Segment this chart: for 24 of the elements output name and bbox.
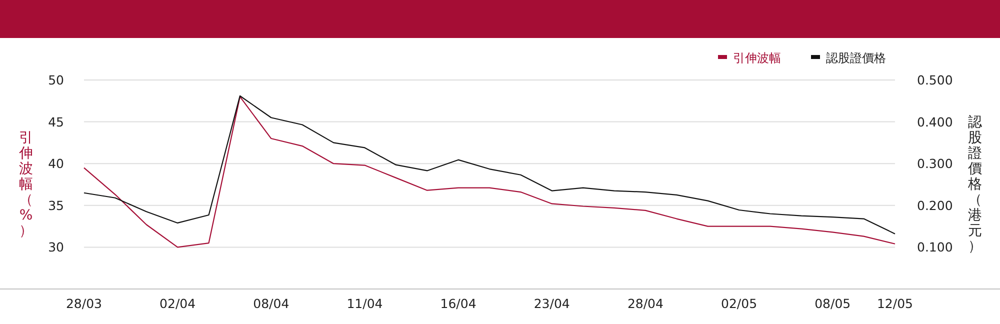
y2-tick-label: 0.100 bbox=[917, 240, 953, 255]
y-tick-label: 30 bbox=[48, 240, 64, 255]
x-tick-label: 08/05 bbox=[814, 296, 851, 311]
legend-label: 認股證價格 bbox=[826, 51, 886, 65]
x-tick-label: 11/04 bbox=[346, 296, 383, 311]
y2-tick-label: 0.200 bbox=[917, 198, 953, 213]
x-tick-label: 28/04 bbox=[627, 296, 664, 311]
x-tick-label: 08/04 bbox=[253, 296, 290, 311]
y-tick-label: 50 bbox=[48, 72, 64, 88]
y-axis-title: 引伸波幅（%） bbox=[18, 130, 33, 239]
x-tick-label: 16/04 bbox=[440, 296, 476, 311]
legend-label: 引伸波幅 bbox=[733, 51, 781, 65]
x-tick-label: 02/05 bbox=[721, 296, 758, 311]
y2-tick-label: 0.500 bbox=[917, 72, 953, 88]
x-tick-label: 23/04 bbox=[534, 296, 570, 311]
y-tick-label: 35 bbox=[48, 198, 64, 213]
y2-tick-label: 0.400 bbox=[917, 114, 953, 130]
x-tick-label: 12/05 bbox=[876, 296, 914, 311]
y-tick-label: 45 bbox=[48, 114, 64, 130]
y-tick-label: 40 bbox=[48, 156, 64, 172]
x-tick-label: 02/04 bbox=[160, 296, 196, 311]
x-tick-label: 28/03 bbox=[66, 296, 102, 311]
text: 認股證價格（港元） bbox=[968, 114, 982, 254]
y2-tick-label: 0.300 bbox=[917, 156, 953, 172]
